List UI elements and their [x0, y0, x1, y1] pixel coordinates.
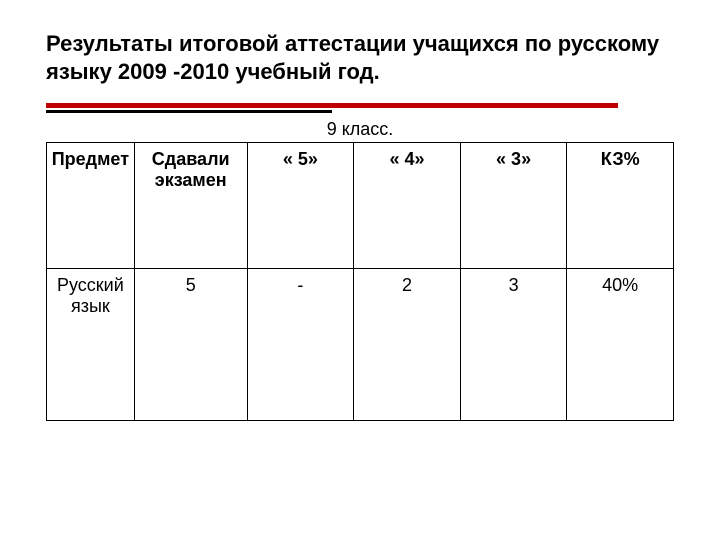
page-title: Результаты итоговой аттестации учащихся … — [46, 30, 674, 85]
table-row: Русский язык5-2340% — [47, 269, 674, 421]
table-head: ПредметСдавали экзамен« 5»« 4»« 3»КЗ% — [47, 143, 674, 269]
col-header: Сдавали экзамен — [134, 143, 247, 269]
table-cell: 2 — [354, 269, 461, 421]
table-body: Русский язык5-2340% — [47, 269, 674, 421]
table-cell: - — [247, 269, 354, 421]
header-row: ПредметСдавали экзамен« 5»« 4»« 3»КЗ% — [47, 143, 674, 269]
table-cell: Русский язык — [47, 269, 135, 421]
table-cell: 40% — [567, 269, 674, 421]
col-header: Предмет — [47, 143, 135, 269]
col-header: « 3» — [460, 143, 567, 269]
divider-thin — [46, 110, 332, 113]
slide: Результаты итоговой аттестации учащихся … — [0, 0, 720, 540]
divider-accent — [46, 103, 618, 108]
results-table: ПредметСдавали экзамен« 5»« 4»« 3»КЗ% Ру… — [46, 142, 674, 421]
table-cell: 3 — [460, 269, 567, 421]
col-header: « 5» — [247, 143, 354, 269]
divider — [46, 103, 674, 109]
subtitle: 9 класс. — [46, 119, 674, 140]
col-header: КЗ% — [567, 143, 674, 269]
col-header: « 4» — [354, 143, 461, 269]
table-cell: 5 — [134, 269, 247, 421]
